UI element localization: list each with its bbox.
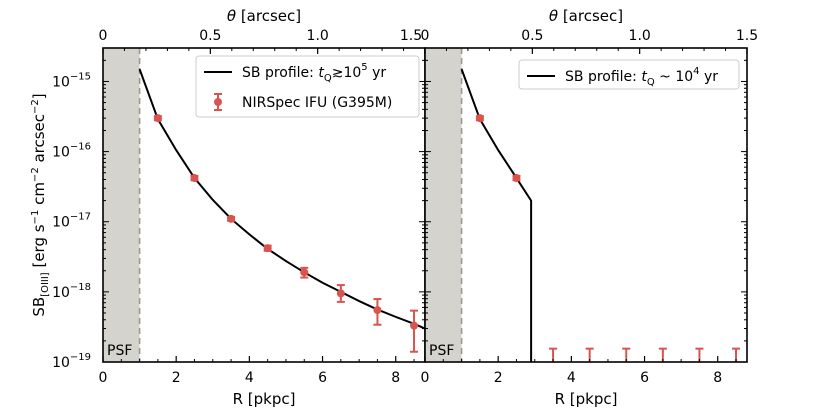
top-x-axis-label: θ [arcsec] — [549, 7, 623, 25]
legend-sup: 4 — [693, 66, 699, 77]
psf-region — [425, 48, 462, 362]
legend-rel: ~ 10 — [655, 69, 693, 85]
y-tick-label: 10−16 — [52, 142, 91, 161]
legend-rel: ≳10 — [332, 65, 362, 81]
x-tick-label: 8 — [391, 370, 400, 386]
x-tick-label: 0 — [421, 370, 430, 386]
data-point — [153, 114, 162, 123]
x-tick-label: 2 — [172, 370, 181, 386]
data-point — [475, 114, 484, 123]
y-tick-base: 10 — [52, 145, 70, 161]
y-label-main: SB — [30, 297, 48, 317]
x-tick-label: 6 — [640, 370, 649, 386]
y-tick-exponent: −19 — [70, 352, 91, 363]
x-tick-label: 4 — [245, 370, 254, 386]
x-axis-label: R [pkpc] — [555, 390, 618, 408]
y-tick-base: 10 — [52, 285, 70, 301]
psf-label: PSF — [429, 343, 454, 359]
x-tick-label: 6 — [318, 370, 327, 386]
y-tick-exponent: −15 — [70, 71, 91, 82]
top-x-tick-label: 0.5 — [199, 28, 221, 44]
top-x-tick-label: 1.0 — [307, 28, 329, 44]
y-label-exponent: −1 — [30, 210, 41, 225]
legend-sub: Q — [324, 73, 332, 84]
y-label-unit: cm — [30, 182, 48, 210]
y-label-exponent: −2 — [30, 99, 41, 114]
axes-frame — [424, 47, 748, 363]
x-tick-label: 0 — [99, 370, 108, 386]
y-tick-base: 10 — [52, 74, 70, 90]
theta-symbol: θ — [549, 7, 558, 25]
top-x-tick-label: 1.5 — [400, 28, 422, 44]
psf-label: PSF — [107, 343, 132, 359]
data-point — [336, 289, 345, 298]
panel-right: PSF 0 2 4 6 8 0 0.5 1.0 1.5 R [pkpc] θ [arcsec] SB p… — [421, 7, 759, 408]
theta-unit: [arcsec] — [236, 7, 301, 25]
y-axis-label: SB[OIII] [erg s−1 cm−2 arcsec−2] — [30, 93, 51, 316]
y-tick-label: 10−17 — [52, 212, 91, 231]
y-tick-exponent: −16 — [70, 142, 91, 153]
legend-suffix: yr — [700, 69, 719, 85]
y-tick-label: 10−18 — [52, 282, 91, 301]
legend-label: NIRSpec IFU (G395M) — [242, 95, 392, 111]
data-point — [410, 321, 419, 330]
psf-region — [103, 48, 140, 362]
legend-text: SB profile: — [565, 69, 641, 85]
legend-sub: Q — [647, 77, 655, 88]
theta-unit: [arcsec] — [558, 7, 623, 25]
y-label-unit: ] — [30, 93, 48, 99]
sb-profile-line — [138, 68, 426, 330]
y-tick-exponent: −18 — [70, 282, 91, 293]
legend-var: t — [641, 69, 647, 85]
x-tick-label: 4 — [567, 370, 576, 386]
data-point — [190, 174, 199, 183]
data-point — [300, 268, 309, 277]
legend-text: SB profile: — [242, 65, 318, 81]
y-label-sub: [OIII] — [40, 272, 51, 297]
data-point — [373, 306, 382, 315]
top-x-axis-label: θ [arcsec] — [227, 7, 301, 25]
data-point — [263, 244, 272, 253]
legend-text: NIRSpec IFU (G395M) — [242, 95, 392, 111]
y-label-exponent: −2 — [30, 167, 41, 182]
y-tick-exponent: −17 — [70, 212, 91, 223]
legend-var: t — [318, 65, 324, 81]
legend-label: SB profile: tQ≳105 yr — [242, 62, 386, 84]
top-x-tick-label: 1.5 — [736, 28, 758, 44]
top-x-tick-label: 1.0 — [629, 28, 651, 44]
theta-symbol: θ — [227, 7, 236, 25]
legend-box — [518, 59, 740, 90]
y-tick-base: 10 — [52, 215, 70, 231]
sb-profile-line — [460, 68, 533, 362]
y-tick-label: 10−15 — [52, 71, 91, 90]
x-tick-label: 8 — [713, 370, 722, 386]
top-x-tick-label: 0 — [421, 28, 430, 44]
legend-marker — [214, 98, 222, 106]
data-point — [512, 174, 521, 183]
y-tick-label: 10−19 — [52, 352, 91, 371]
top-x-tick-label: 0.5 — [521, 28, 543, 44]
legend-suffix: yr — [368, 65, 387, 81]
y-tick-base: 10 — [52, 355, 70, 371]
legend-label: SB profile: tQ ~ 104 yr — [565, 66, 718, 88]
legend-sup: 5 — [361, 62, 367, 73]
legend-box — [195, 55, 420, 118]
y-label-unit: arcsec — [30, 114, 48, 167]
y-label-unit: [erg s — [30, 224, 48, 272]
data-point — [227, 214, 236, 223]
x-tick-label: 2 — [494, 370, 503, 386]
top-x-tick-label: 0 — [99, 28, 108, 44]
x-axis-label: R [pkpc] — [233, 390, 296, 408]
